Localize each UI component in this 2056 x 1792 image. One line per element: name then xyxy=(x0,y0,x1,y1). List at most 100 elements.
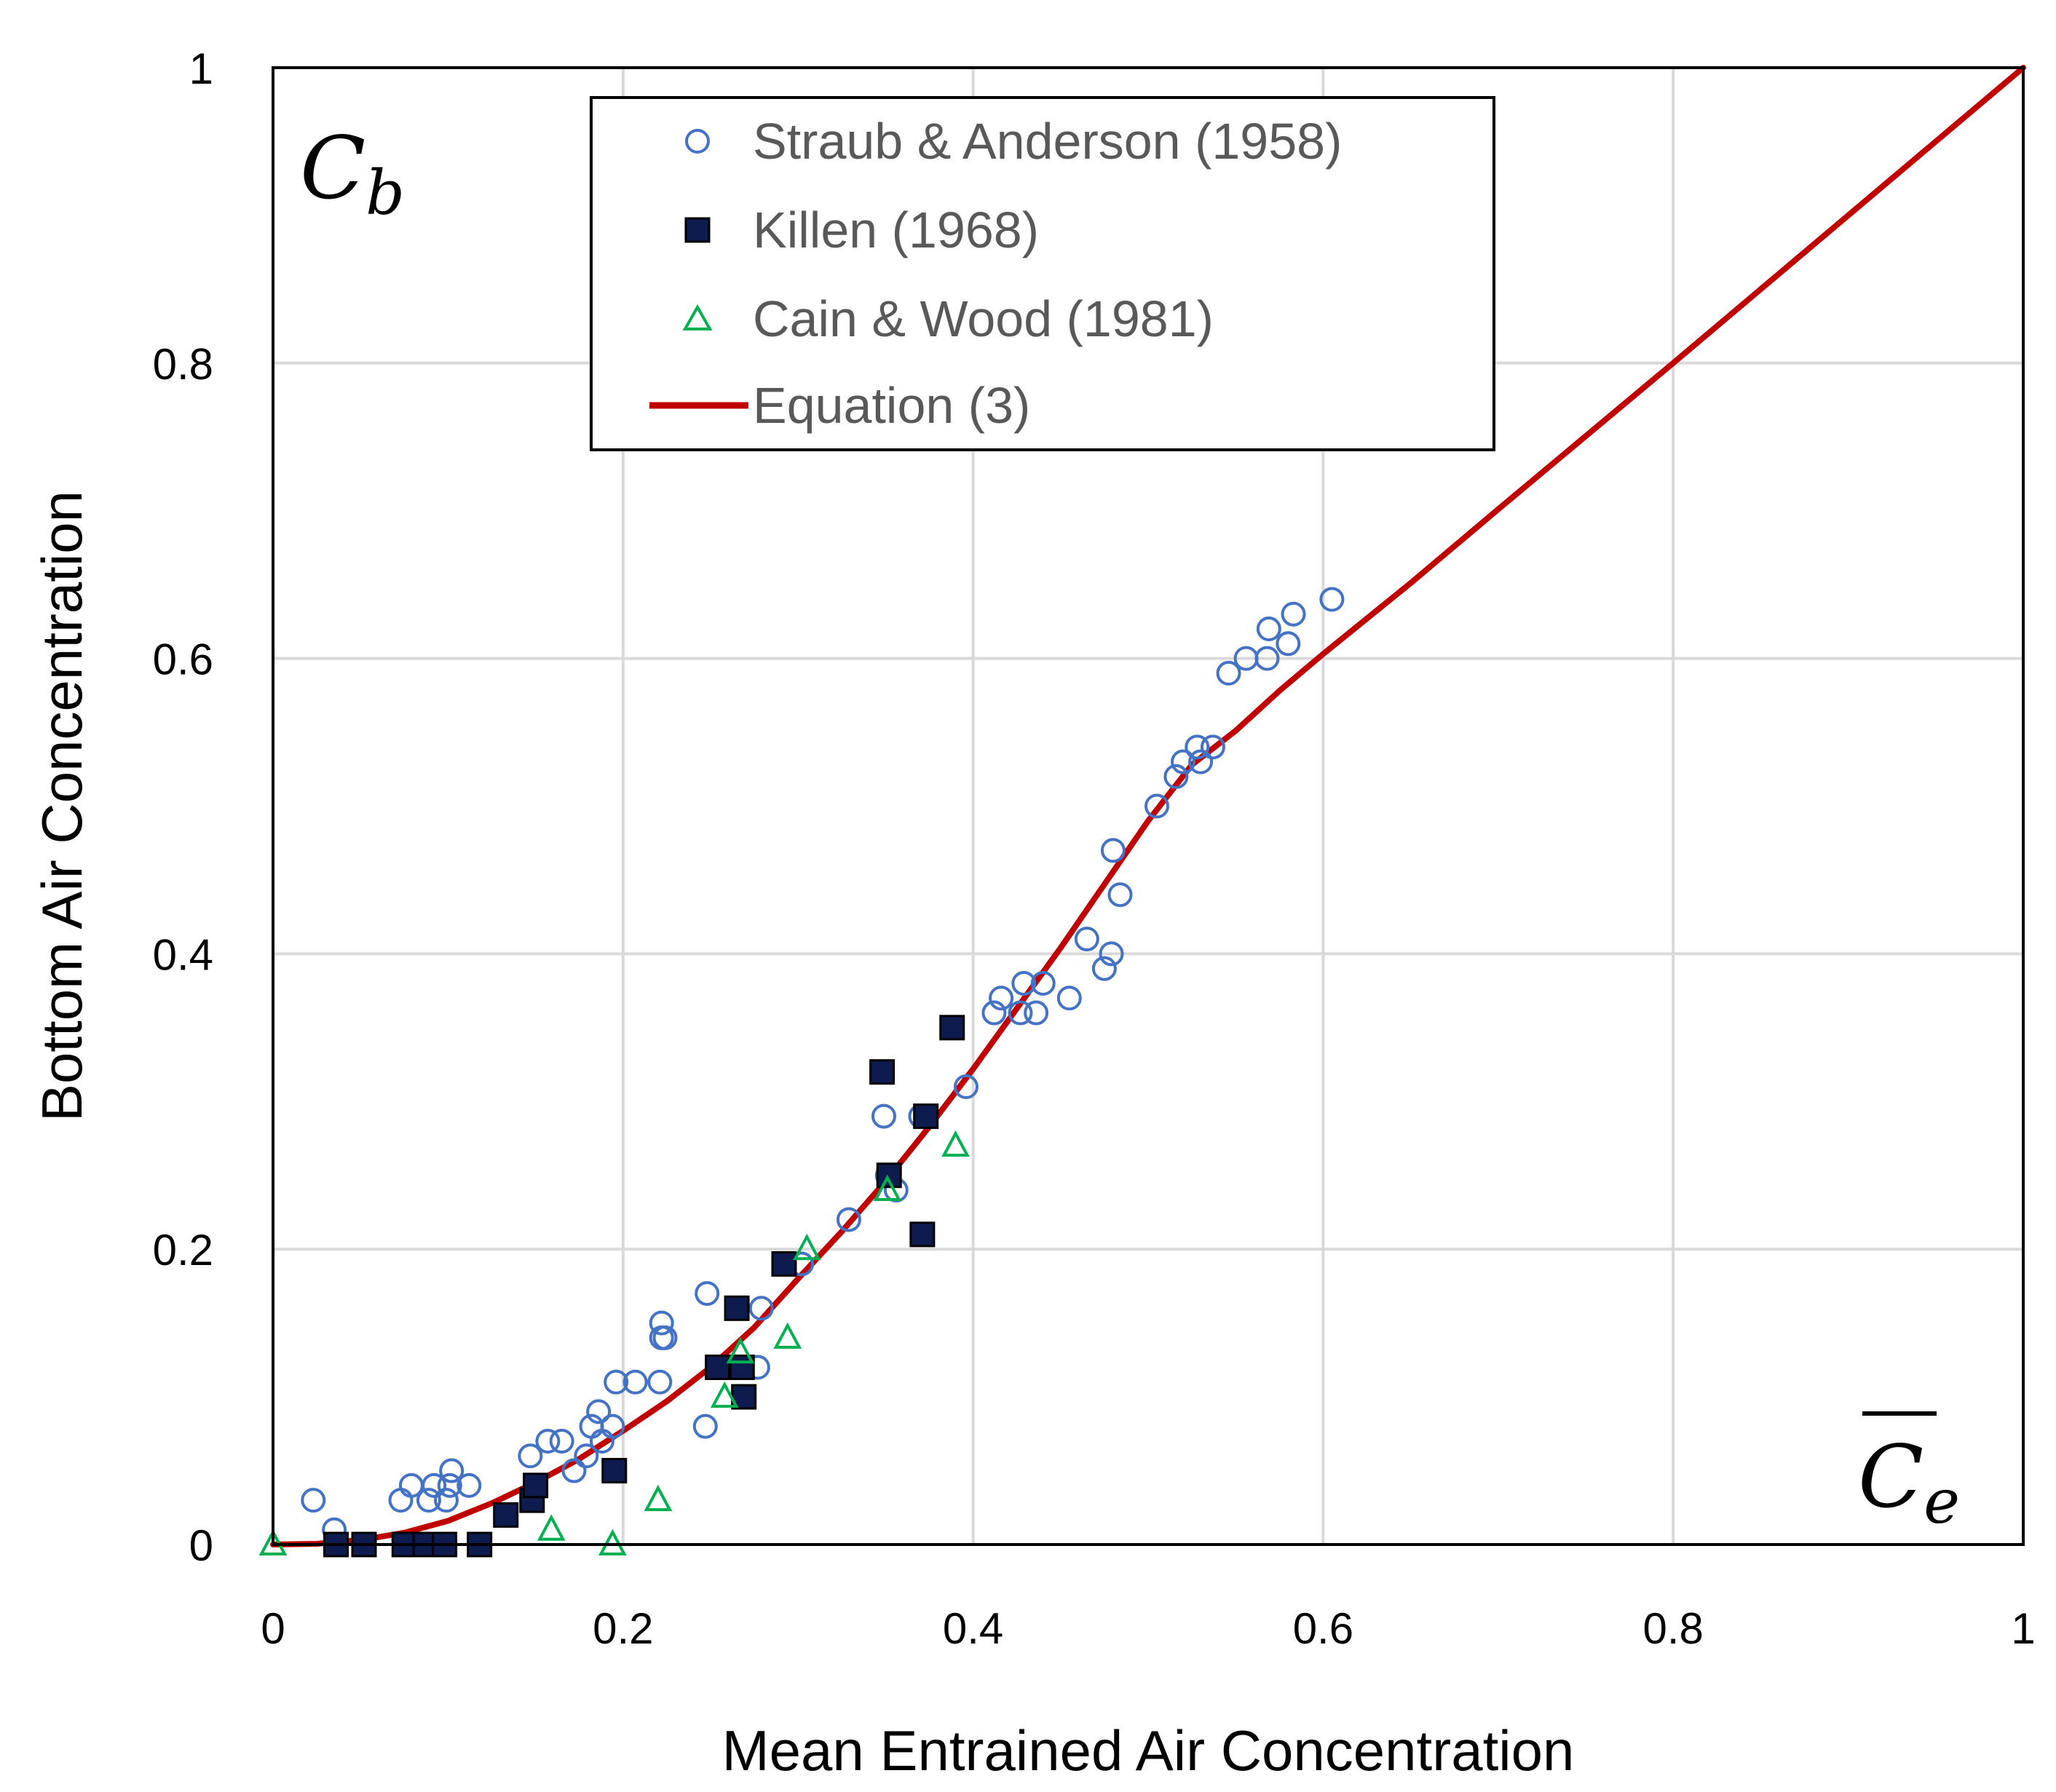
killen-point xyxy=(523,1472,549,1499)
cain-point xyxy=(941,1130,970,1157)
cain-point xyxy=(710,1381,739,1408)
straub-point xyxy=(649,1310,674,1336)
straub-point xyxy=(600,1414,625,1439)
legend-marker-cain xyxy=(682,304,713,330)
straub-point xyxy=(437,1472,462,1498)
y-tick-label: 0.8 xyxy=(153,340,213,389)
straub-point xyxy=(549,1428,574,1454)
straub-point xyxy=(535,1428,561,1454)
legend-box xyxy=(590,96,1495,451)
x-tick-label: 1 xyxy=(2011,1604,2035,1653)
straub-point xyxy=(586,1399,612,1424)
legend-label-killen: Killen (1968) xyxy=(753,202,1039,258)
legend-label-straub: Straub & Anderson (1958) xyxy=(753,113,1342,170)
killen-point xyxy=(705,1355,731,1381)
straub-point xyxy=(1107,882,1133,908)
legend: Straub & Anderson (1958) Killen (1968) C… xyxy=(590,96,1495,451)
killen-point xyxy=(601,1458,628,1484)
x-axis-title: Mean Entrained Air Concentration xyxy=(722,1718,1575,1783)
y-axis-title: Bottom Air Concentration xyxy=(30,491,94,1122)
straub-point xyxy=(1024,1000,1049,1026)
killen-point xyxy=(724,1295,750,1321)
x-variable-subscript: e xyxy=(1923,1466,1960,1537)
killen-point xyxy=(909,1221,936,1248)
straub-point xyxy=(692,1414,718,1439)
straub-point xyxy=(433,1488,459,1513)
y-tick-label: 0.4 xyxy=(153,930,213,979)
legend-marker-killen xyxy=(684,217,711,243)
equation-curve-layer xyxy=(270,65,2026,1547)
straub-point xyxy=(1056,986,1082,1011)
straub-point xyxy=(1216,660,1241,686)
straub-point xyxy=(953,1074,978,1100)
straub-point xyxy=(1163,764,1189,789)
killen-point xyxy=(939,1015,965,1041)
straub-point xyxy=(695,1281,720,1307)
x-tick-label: 0.2 xyxy=(593,1604,653,1653)
killen-point xyxy=(731,1384,757,1410)
killen-point xyxy=(771,1250,797,1277)
y-variable-base: C xyxy=(300,118,365,218)
cain-point xyxy=(773,1322,802,1349)
equation-curve xyxy=(270,65,2026,1547)
straub-point xyxy=(1188,749,1214,774)
y-variable-label: Cb xyxy=(300,118,405,229)
legend-marker-straub xyxy=(685,129,710,154)
legend-label-equation: Equation (3) xyxy=(753,377,1030,434)
straub-point xyxy=(1319,587,1345,612)
straub-point xyxy=(456,1472,482,1498)
straub-point xyxy=(518,1443,543,1469)
straub-point xyxy=(1091,956,1117,981)
killen-point xyxy=(493,1502,519,1528)
y-tick-label: 0.2 xyxy=(153,1226,213,1274)
straub-point xyxy=(574,1443,599,1469)
y-tick-label: 0.6 xyxy=(153,635,213,684)
x-variable-label: Ce xyxy=(1858,1427,1960,1537)
straub-point xyxy=(561,1458,587,1483)
x-tick-label: 0.4 xyxy=(943,1604,1003,1653)
y-tick-label: 0 xyxy=(189,1521,213,1570)
legend-label-cain: Cain & Wood (1981) xyxy=(753,290,1214,347)
straub-point xyxy=(647,1369,673,1395)
straub-point xyxy=(1256,617,1281,642)
y-tick-labels: 0 0.2 0.4 0.6 0.8 1 xyxy=(153,44,213,1570)
straub-point xyxy=(1144,793,1170,819)
data-points xyxy=(258,587,1345,1558)
cain-point xyxy=(644,1484,673,1512)
y-variable-subscript: b xyxy=(365,157,405,229)
straub-point xyxy=(422,1472,447,1498)
killen-point xyxy=(869,1059,895,1085)
cain-point xyxy=(537,1514,566,1541)
straub-point xyxy=(836,1207,861,1232)
plot-frame xyxy=(272,66,2025,1546)
straub-point xyxy=(989,986,1014,1011)
straub-point xyxy=(1171,749,1196,774)
straub-point xyxy=(871,1103,896,1129)
x-tick-labels: 0 0.2 0.4 0.6 0.8 1 xyxy=(261,1604,2035,1653)
straub-point xyxy=(1099,941,1124,967)
straub-point xyxy=(1100,838,1126,863)
straub-point xyxy=(1276,631,1301,657)
straub-point xyxy=(1008,1000,1033,1026)
killen-point xyxy=(913,1103,939,1130)
straub-point xyxy=(1185,734,1210,760)
straub-point xyxy=(1200,734,1225,760)
straub-point xyxy=(622,1369,648,1395)
y-tick-label: 1 xyxy=(189,44,213,93)
straub-point xyxy=(1074,927,1099,952)
straub-point xyxy=(748,1296,774,1321)
x-tick-label: 0.6 xyxy=(1293,1604,1353,1653)
cain-point xyxy=(873,1174,902,1202)
straub-point xyxy=(1254,646,1280,671)
straub-point xyxy=(652,1325,678,1350)
cain-point xyxy=(792,1233,821,1261)
x-tick-label: 0 xyxy=(261,1604,285,1653)
straub-point xyxy=(981,1000,1007,1026)
straub-point xyxy=(416,1488,441,1513)
straub-point xyxy=(1281,601,1306,627)
x-tick-label: 0.8 xyxy=(1642,1604,1703,1653)
straub-point xyxy=(439,1458,464,1483)
x-variable-base: C xyxy=(1858,1427,1923,1527)
straub-point xyxy=(1030,970,1056,996)
